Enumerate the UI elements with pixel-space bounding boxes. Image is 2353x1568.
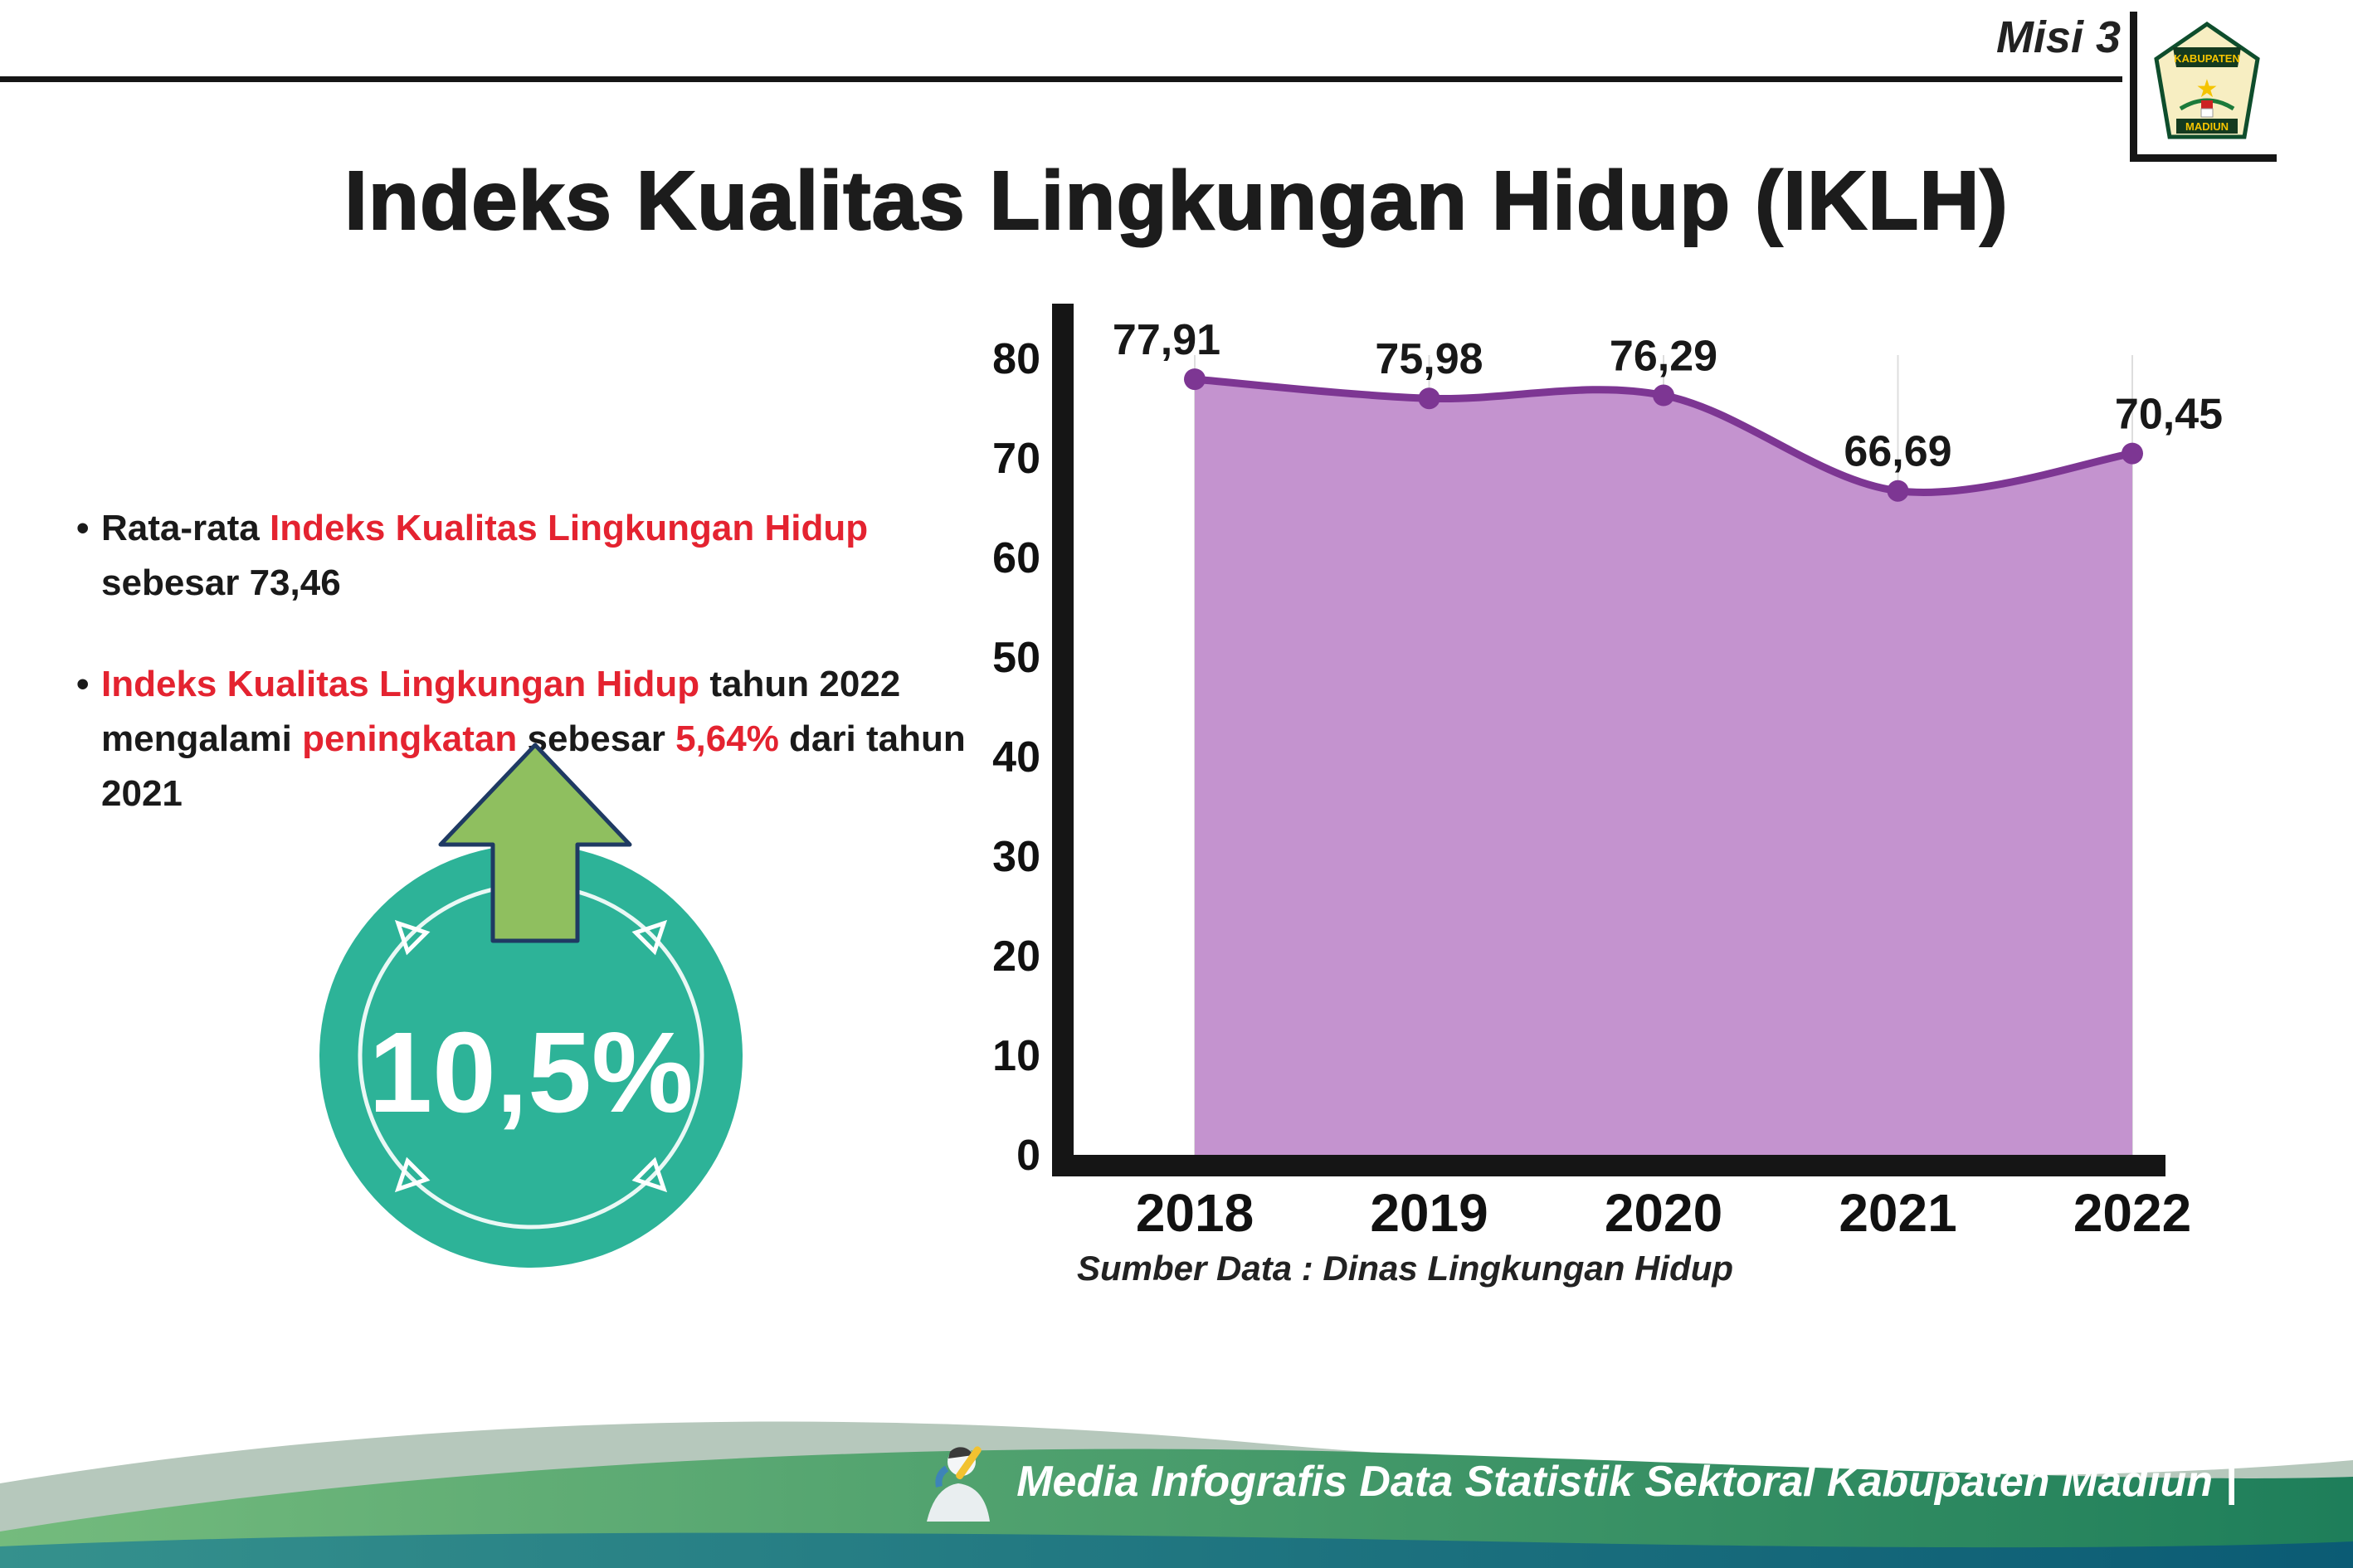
tick-triangle-icon bbox=[631, 1157, 668, 1193]
svg-text:2022: 2022 bbox=[2073, 1183, 2191, 1243]
kabupaten-madiun-logo: KABUPATEN ★ MADIUN bbox=[2130, 12, 2277, 162]
svg-text:80: 80 bbox=[992, 335, 1040, 383]
bullet-text: sebesar 73,46 bbox=[101, 562, 341, 603]
svg-text:60: 60 bbox=[992, 534, 1040, 582]
footer-waves bbox=[0, 1421, 2353, 1568]
crest-icon: KABUPATEN ★ MADIUN bbox=[2154, 21, 2260, 139]
crest-top-text: KABUPATEN bbox=[2174, 52, 2240, 65]
badge-circle: 10,5% bbox=[319, 845, 743, 1268]
bullet-text: tahun 2022 mengalami bbox=[101, 664, 901, 759]
svg-text:2021: 2021 bbox=[1839, 1183, 1956, 1243]
bullet-text-highlight: Indeks Kualitas Lingkungan Hidup bbox=[269, 508, 869, 548]
iklh-area-chart: 77,91 75,98 76,29 66,69 70,45 0 10 20 30 40 50 60 70… bbox=[992, 304, 2223, 1243]
up-arrow-icon bbox=[411, 740, 660, 947]
iklh-chart: 77,91 75,98 76,29 66,69 70,45 0 10 20 30 40 50 60 70… bbox=[979, 274, 2224, 1311]
bullet-average-iklh: • Rata-rata Indeks Kualitas Lingkungan Hi… bbox=[76, 501, 1014, 611]
source-note: Sumber Data : Dinas Lingkungan Hidup bbox=[1077, 1249, 1734, 1288]
svg-text:2020: 2020 bbox=[1605, 1183, 1722, 1243]
crest-bottom-text: MADIUN bbox=[2185, 120, 2229, 133]
bullet-text: Rata-rata bbox=[101, 508, 270, 548]
svg-text:2019: 2019 bbox=[1370, 1183, 1488, 1243]
badge-value: 10,5% bbox=[368, 1009, 693, 1137]
svg-text:76,29: 76,29 bbox=[1610, 333, 1717, 381]
footer-credit: Media Infografis Data Statistik Sektoral… bbox=[918, 1439, 2237, 1525]
svg-text:40: 40 bbox=[992, 733, 1040, 782]
svg-text:2018: 2018 bbox=[1136, 1183, 1254, 1243]
svg-text:70: 70 bbox=[992, 435, 1040, 483]
footer-credit-text: Media Infografis Data Statistik Sektoral… bbox=[1016, 1458, 2237, 1506]
bullet-marker: • bbox=[76, 508, 90, 548]
mascot-icon bbox=[927, 1446, 991, 1522]
bullet-text: dari tahun 2021 bbox=[101, 718, 966, 814]
key-findings: • Rata-rata Indeks Kualitas Lingkungan Hi… bbox=[76, 465, 1014, 868]
page-title: Indeks Kualitas Lingkungan Hidup (IKLH) bbox=[343, 153, 2009, 248]
svg-text:20: 20 bbox=[992, 933, 1040, 981]
bullet-text-highlight: Indeks Kualitas Lingkungan Hidup bbox=[101, 664, 700, 704]
header-rule bbox=[0, 76, 2122, 82]
bullet-text: sebesar bbox=[517, 718, 676, 759]
svg-text:66,69: 66,69 bbox=[1844, 428, 1951, 476]
svg-text:0: 0 bbox=[1016, 1132, 1040, 1180]
svg-text:70,45: 70,45 bbox=[2115, 391, 2223, 439]
bullet-text-highlight: peningkatan bbox=[302, 718, 518, 759]
tick-triangle-icon bbox=[631, 919, 668, 956]
svg-text:50: 50 bbox=[992, 634, 1040, 682]
bullet-increase-2022: • Indeks Kualitas Lingkungan Hidup tahun … bbox=[76, 657, 1014, 821]
increase-badge: 10,5% bbox=[318, 743, 744, 1269]
bullet-marker: • bbox=[76, 664, 90, 704]
svg-text:75,98: 75,98 bbox=[1375, 335, 1483, 383]
tick-triangle-icon bbox=[394, 1157, 431, 1193]
svg-text:10: 10 bbox=[992, 1032, 1040, 1080]
svg-text:30: 30 bbox=[992, 833, 1040, 881]
tick-triangle-icon bbox=[394, 919, 431, 956]
bullet-text-highlight: 5,64% bbox=[675, 718, 779, 759]
svg-text:77,91: 77,91 bbox=[1113, 316, 1220, 364]
misi-label: Misi 3 bbox=[1995, 12, 2121, 62]
